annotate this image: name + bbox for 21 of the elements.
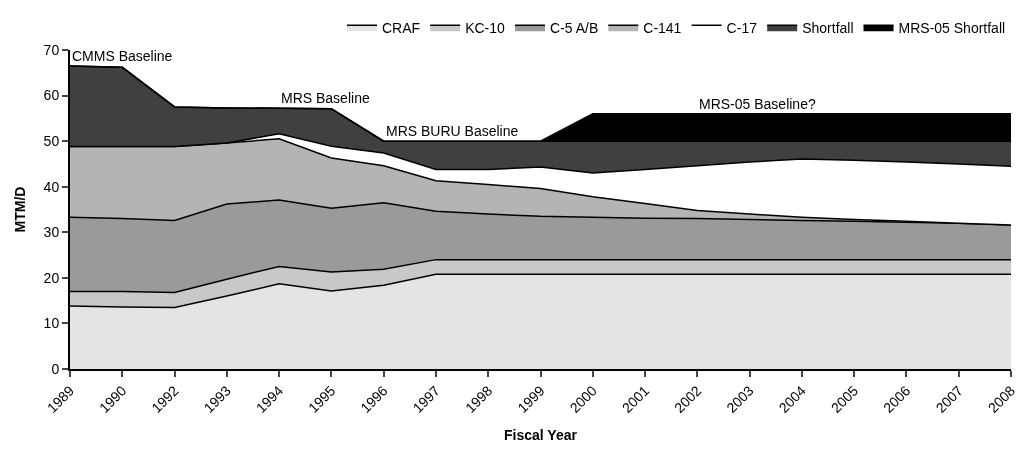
legend-label: CRAF: [382, 19, 421, 36]
legend-label: Shortfall: [802, 19, 854, 36]
legend-label: C-5 A/B: [550, 19, 599, 36]
y-tick-label: 60: [43, 87, 60, 104]
y-tick-label: 20: [43, 269, 60, 286]
legend-label: MRS-05 Shortfall: [898, 19, 1006, 36]
y-tick-label: 70: [43, 41, 60, 58]
legend-label: KC-10: [465, 19, 506, 36]
annotation: MRS BURU Baseline: [386, 123, 519, 139]
y-tick-label: 50: [43, 133, 60, 150]
legend-label: C-141: [643, 19, 682, 36]
y-tick-label: 30: [43, 224, 60, 241]
y-tick-label: 40: [43, 178, 60, 195]
annotation: CMMS Baseline: [72, 48, 173, 64]
legend-label: C-17: [726, 19, 758, 36]
y-tick-label: 0: [51, 360, 60, 377]
y-tick-label: 10: [43, 315, 60, 332]
annotation: MRS Baseline: [281, 90, 370, 106]
annotation: MRS-05 Baseline?: [699, 96, 816, 112]
y-axis-title: MTM/D: [11, 186, 28, 233]
x-axis-title: Fiscal Year: [504, 426, 578, 443]
